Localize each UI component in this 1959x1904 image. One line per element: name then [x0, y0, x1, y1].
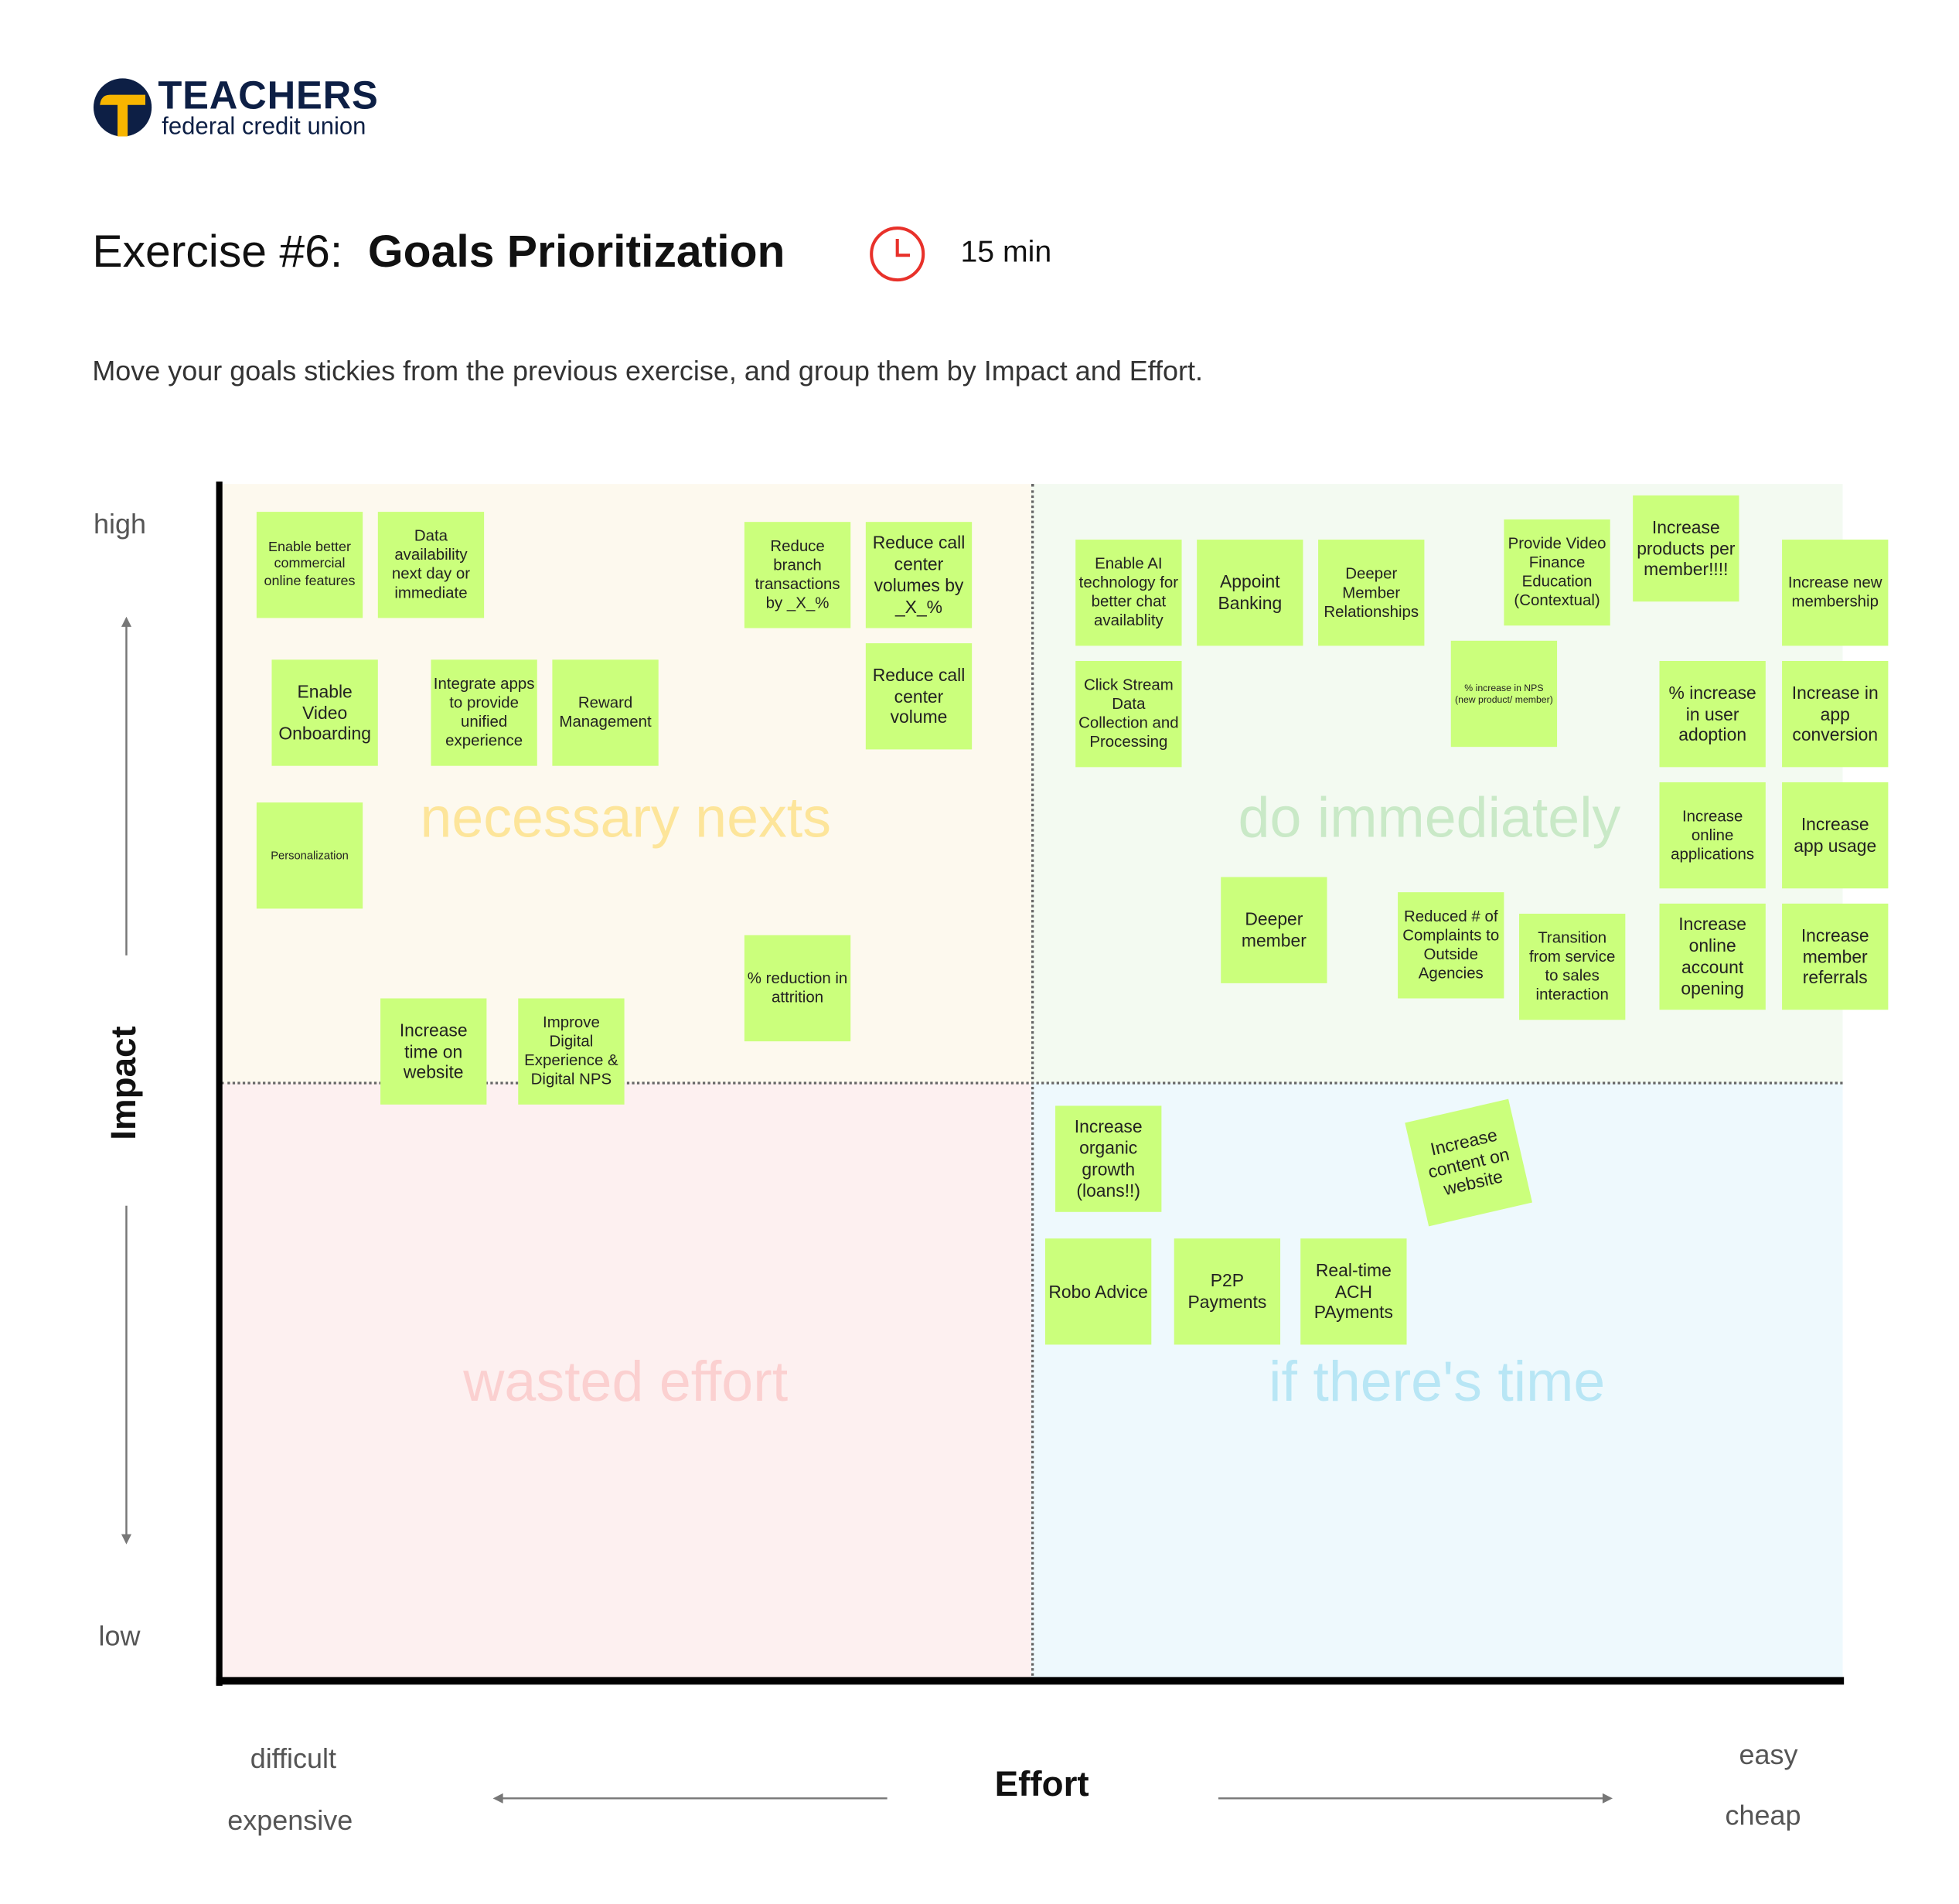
sticky-note[interactable]: Increase new membership — [1782, 540, 1889, 646]
sticky-note[interactable]: % reduction in attrition — [744, 935, 851, 1042]
teachers-logo-icon — [93, 78, 152, 137]
sticky-note[interactable]: Reduce call center volume — [865, 643, 973, 750]
sticky-note[interactable]: Reduced # of Complaints to Outside Agenc… — [1398, 892, 1504, 999]
sticky-note[interactable]: Increase organic growth (loans!!) — [1055, 1105, 1162, 1212]
sticky-note[interactable]: Robo Advice — [1044, 1238, 1152, 1345]
sticky-note[interactable]: Integrate apps to provide unified experi… — [431, 659, 537, 766]
x-axis-line — [216, 1677, 1845, 1685]
effort-difficult-label: difficult — [250, 1742, 336, 1775]
sticky-note[interactable]: Transition from service to sales interac… — [1519, 913, 1626, 1020]
page-title: Exercise #6: Goals Prioritization — [92, 225, 785, 278]
impact-low-label: low — [98, 1620, 141, 1652]
horizontal-divider — [221, 1081, 1843, 1085]
sticky-note[interactable]: Real-time ACH PAyments — [1300, 1238, 1407, 1345]
arrow-up-icon — [121, 616, 132, 955]
sticky-note[interactable]: % increase in NPS (new product/ member) — [1450, 640, 1558, 748]
sticky-note[interactable]: Data availability next day or immediate — [377, 512, 485, 618]
quadrant-label-necessary: necessary nexts — [420, 785, 832, 850]
brand-sub: federal credit union — [162, 114, 366, 141]
sticky-note[interactable]: Enable Video Onboarding — [271, 659, 378, 766]
arrow-down-icon — [121, 1205, 132, 1545]
sticky-note[interactable]: Increase online account opening — [1659, 903, 1766, 1010]
instructions: Move your goals stickies from the previo… — [92, 355, 1203, 387]
sticky-note[interactable]: Provide Video Finance Education (Context… — [1504, 519, 1610, 626]
sticky-note[interactable]: Reduce branch transactions by _X_% — [744, 522, 851, 628]
title-prefix: Exercise #6: — [92, 224, 343, 278]
sticky-note[interactable]: P2P Payments — [1174, 1238, 1281, 1345]
effort-easy-label: easy — [1739, 1739, 1798, 1771]
sticky-note[interactable]: Increase member referrals — [1782, 903, 1889, 1010]
y-axis-line — [216, 481, 223, 1686]
impact-high-label: high — [93, 508, 146, 540]
effort-expensive-label: expensive — [227, 1804, 353, 1837]
effort-axis-title: Effort — [994, 1764, 1089, 1804]
brand-name: TEACHERS — [158, 73, 379, 118]
sticky-note[interactable]: Improve Digital Experience & Digital NPS — [518, 998, 625, 1105]
sticky-note[interactable]: Reduce call center volumes by _X_% — [865, 522, 973, 628]
sticky-note[interactable]: Enable AI technology for better chat ava… — [1075, 540, 1182, 646]
impact-axis-title: Impact — [104, 1026, 143, 1140]
quadrant-label-wasted: wasted effort — [463, 1348, 789, 1414]
sticky-note[interactable]: Enable better commercial online features — [256, 512, 363, 618]
sticky-note[interactable]: Personalization — [256, 802, 363, 909]
brand-logo: TEACHERS federal credit union — [92, 76, 378, 139]
quadrant-label-time: if there's time — [1269, 1348, 1606, 1414]
clock-icon — [870, 227, 925, 282]
title-main: Goals Prioritization — [367, 224, 785, 278]
sticky-note[interactable]: Appoint Banking — [1197, 540, 1303, 646]
sticky-note[interactable]: Increase time on website — [380, 998, 487, 1105]
sticky-note[interactable]: Increase in app conversion — [1782, 661, 1889, 768]
sticky-note[interactable]: Reward Management — [552, 659, 659, 766]
arrow-left-icon — [492, 1793, 888, 1804]
quadrant-label-immediately: do immediately — [1238, 785, 1621, 850]
sticky-note[interactable]: % increase in user adoption — [1659, 661, 1766, 768]
arrow-right-icon — [1218, 1793, 1613, 1804]
sticky-note[interactable]: Deeper member — [1221, 877, 1327, 983]
sticky-note[interactable]: Increase online applications — [1659, 782, 1766, 889]
sticky-note[interactable]: Increase products per member!!!! — [1633, 495, 1739, 602]
effort-cheap-label: cheap — [1725, 1799, 1801, 1831]
sticky-note[interactable]: Click Stream Data Collection and Process… — [1075, 661, 1182, 768]
sticky-note[interactable]: Deeper Member Relationships — [1318, 540, 1425, 646]
sticky-note[interactable]: Increase app usage — [1782, 782, 1889, 889]
quadrant-wasted-effort: wasted effort — [221, 1083, 1031, 1681]
timer-label: 15 min — [960, 235, 1052, 270]
